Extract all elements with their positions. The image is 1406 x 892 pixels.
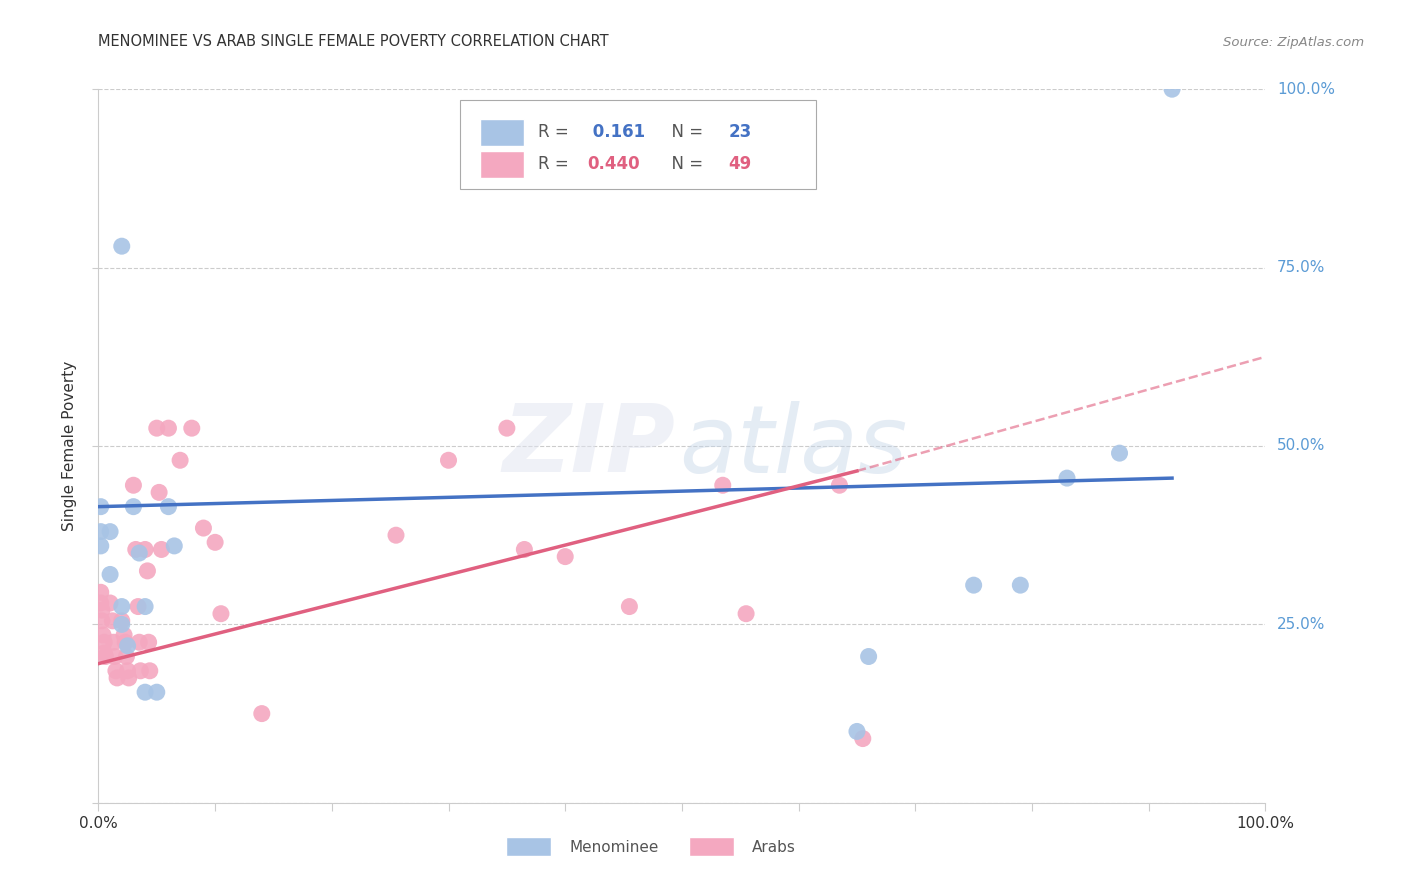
Point [385,528,408,542]
Text: R =: R = [538,155,575,173]
FancyBboxPatch shape [479,120,524,146]
Point [1010,578,1032,592]
Point [1108,446,1130,460]
Point [139,664,162,678]
Point [111,617,134,632]
Point [148,485,170,500]
Point [169,453,191,467]
Point [104,649,127,664]
Point [138,635,160,649]
Point [157,421,180,435]
Text: MENOMINEE VS ARAB SINGLE FEMALE POVERTY CORRELATION CHART: MENOMINEE VS ARAB SINGLE FEMALE POVERTY … [98,34,609,49]
Point [93,646,115,660]
Text: R =: R = [538,123,575,141]
Point [193,521,215,535]
Point [111,599,134,614]
Point [122,500,145,514]
Point [134,685,156,699]
Point [134,599,156,614]
Point [114,635,136,649]
Point [90,524,112,539]
FancyBboxPatch shape [460,100,815,189]
Point [101,614,124,628]
Text: 25.0%: 25.0% [1277,617,1326,632]
Point [852,731,875,746]
Point [115,649,138,664]
Text: 75.0%: 75.0% [1277,260,1326,275]
Point [513,542,536,557]
Point [111,614,134,628]
Point [1161,82,1184,96]
Text: 50.0%: 50.0% [1277,439,1326,453]
Point [98,567,121,582]
Point [250,706,273,721]
Point [146,421,169,435]
Text: 23: 23 [728,123,752,141]
Text: Source: ZipAtlas.com: Source: ZipAtlas.com [1223,36,1364,49]
Point [134,542,156,557]
Point [117,639,139,653]
Point [146,685,169,699]
Point [845,724,868,739]
Point [125,542,148,557]
Point [90,596,112,610]
Point [98,524,121,539]
Text: Arabs: Arabs [752,840,796,855]
Point [129,664,152,678]
Y-axis label: Single Female Poverty: Single Female Poverty [62,361,77,531]
Point [90,603,112,617]
Point [1056,471,1078,485]
Point [90,539,112,553]
Text: 49: 49 [728,155,752,173]
Text: atlas: atlas [679,401,907,491]
Point [117,664,139,678]
Point [118,671,141,685]
Point [93,635,115,649]
Point [128,635,150,649]
Text: ZIP: ZIP [502,400,675,492]
Point [127,599,149,614]
Point [209,607,232,621]
Point [962,578,984,592]
Point [136,564,159,578]
Point [94,649,117,664]
Point [90,614,112,628]
Text: 0.161: 0.161 [588,123,645,141]
Point [180,421,202,435]
Point [111,239,134,253]
Point [437,453,460,467]
Point [103,635,125,649]
Point [90,585,112,599]
Point [98,596,121,610]
Point [128,546,150,560]
Point [619,599,641,614]
Point [495,421,517,435]
Point [122,478,145,492]
Point [828,478,851,492]
Point [90,500,112,514]
Point [711,478,734,492]
Text: Menominee: Menominee [569,840,659,855]
FancyBboxPatch shape [479,152,524,178]
Point [112,628,135,642]
Text: N =: N = [661,155,709,173]
Point [204,535,226,549]
Point [735,607,758,621]
Point [157,500,180,514]
Point [91,628,114,642]
Point [150,542,173,557]
Point [105,671,128,685]
Point [104,664,127,678]
Text: 100.0%: 100.0% [1277,82,1336,96]
Text: 0.440: 0.440 [588,155,640,173]
Point [163,539,186,553]
Point [554,549,576,564]
Point [858,649,880,664]
Text: N =: N = [661,123,709,141]
